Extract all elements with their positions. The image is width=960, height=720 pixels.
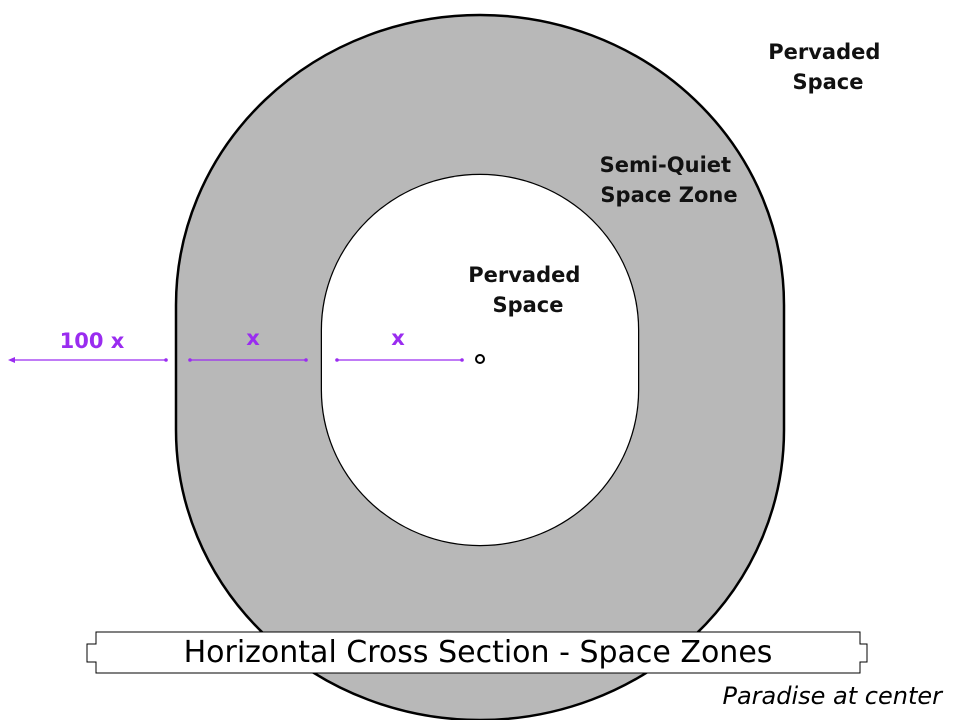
middle-width-start-dot xyxy=(188,358,192,362)
semi-quiet-zone-label-line1: Semi-Quiet xyxy=(600,153,731,177)
middle-width-measure: x xyxy=(188,326,308,362)
paradise-center-marker xyxy=(475,354,485,364)
middle-width-end-dot xyxy=(304,358,308,362)
inner-radius-label: x xyxy=(391,326,405,350)
inner-zone-label-line1: Pervaded xyxy=(468,263,580,287)
semi-quiet-zone-label: Semi-Quiet Space Zone xyxy=(600,153,739,207)
inner-zone-label: Pervaded Space xyxy=(468,263,587,317)
outer-zone-label: Pervaded Space xyxy=(768,40,887,94)
inner-radius-start-dot xyxy=(335,358,339,362)
outer-gap-measure: 100 x xyxy=(8,329,168,363)
diagram-subtitle: Paradise at center xyxy=(722,682,944,710)
outer-zone-label-line1: Pervaded xyxy=(768,40,880,64)
outer-zone-label-line2: Space xyxy=(792,70,863,94)
inner-zone-label-line2: Space xyxy=(492,293,563,317)
diagram-title: Horizontal Cross Section - Space Zones xyxy=(184,635,773,670)
middle-width-label: x xyxy=(246,326,260,350)
inner-radius-end-dot xyxy=(460,358,464,362)
title-banner xyxy=(86,631,868,674)
inner-radius-measure: x xyxy=(335,326,464,362)
semi-quiet-zone-label-line2: Space Zone xyxy=(600,183,737,207)
outer-gap-end-dot xyxy=(164,358,168,362)
outer-gap-label: 100 x xyxy=(60,329,125,353)
outer-gap-arrow-left-icon xyxy=(8,357,15,363)
